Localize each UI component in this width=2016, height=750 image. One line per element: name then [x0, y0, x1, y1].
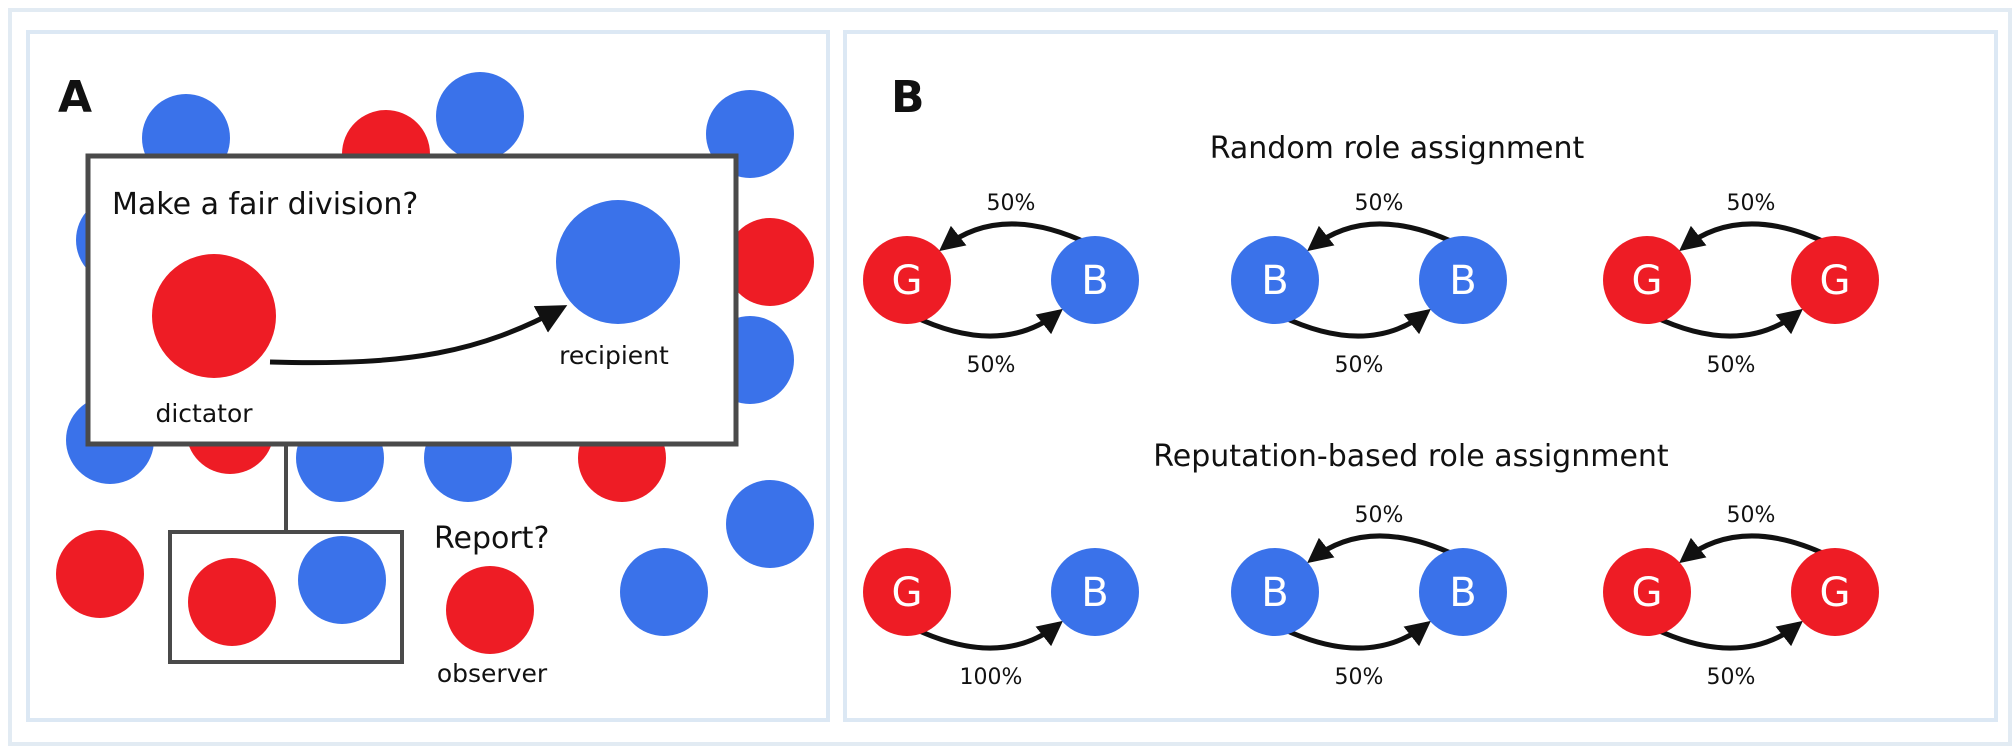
agent-circle [56, 530, 144, 618]
left-agent-node [1231, 236, 1319, 324]
agent-circle [436, 72, 524, 160]
top-percentage: 50% [1727, 503, 1776, 528]
right-agent-label: B [1449, 570, 1476, 616]
bottom-arrow [1279, 620, 1431, 651]
left-agent-node [863, 236, 951, 324]
left-agent-node [1603, 548, 1691, 636]
panel-b-letter: B [891, 72, 925, 123]
left-agent-label: G [892, 258, 923, 304]
observed-dictator-circle [188, 558, 276, 646]
bottom-arrow [911, 620, 1063, 651]
right-agent-node [1791, 548, 1879, 636]
right-agent-node [1051, 548, 1139, 636]
bottom-percentage: 50% [1335, 665, 1384, 690]
role-pair: 50% 50% B B [1231, 503, 1507, 690]
left-agent-label: G [1632, 570, 1663, 616]
reputation-assignment-title: Reputation-based role assignment [1153, 439, 1669, 474]
left-agent-label: G [1632, 258, 1663, 304]
bottom-percentage: 50% [967, 353, 1016, 378]
role-pair: 50% 50% G G [1603, 503, 1879, 690]
observed-recipient-circle [298, 536, 386, 624]
top-arrow [1679, 533, 1831, 564]
bottom-arrow [1651, 308, 1803, 339]
top-arrow [1679, 221, 1831, 252]
role-pair: 50% 50% B B [1231, 191, 1507, 378]
right-agent-node [1419, 548, 1507, 636]
left-agent-label: B [1261, 258, 1288, 304]
bottom-arrow [911, 308, 1063, 339]
bottom-arrow [1651, 620, 1803, 651]
observer-label: observer [437, 659, 548, 688]
agent-circle [726, 480, 814, 568]
right-agent-label: G [1820, 258, 1851, 304]
right-agent-label: B [1081, 570, 1108, 616]
top-arrow [939, 221, 1091, 252]
top-arrow [1307, 221, 1459, 252]
division-arrow [269, 305, 568, 366]
right-agent-node [1791, 236, 1879, 324]
dictator-label: dictator [155, 399, 253, 428]
left-agent-node [1231, 548, 1319, 636]
dictator-circle [152, 254, 276, 378]
question-title: Make a fair division? [112, 187, 418, 222]
left-agent-node [863, 548, 951, 636]
top-arrow [1307, 533, 1459, 564]
panel-a-letter: A [58, 72, 92, 123]
top-percentage: 50% [1355, 503, 1404, 528]
role-pair: 50% 50% G B [863, 191, 1139, 378]
top-percentage: 50% [987, 191, 1036, 216]
right-agent-node [1051, 236, 1139, 324]
agent-circle [620, 548, 708, 636]
bottom-arrow [1279, 308, 1431, 339]
observed-pair-box [168, 530, 404, 664]
bottom-percentage: 100% [960, 665, 1023, 690]
top-percentage: 50% [1355, 191, 1404, 216]
right-agent-label: G [1820, 570, 1851, 616]
bottom-percentage: 50% [1707, 353, 1756, 378]
panel-b: B Random role assignment Reputation-base… [843, 30, 1998, 722]
role-pair: 50% 50% G G [1603, 191, 1879, 378]
top-percentage: 50% [1727, 191, 1776, 216]
panel-a: A Make a fair division? dictator recipie… [26, 30, 830, 722]
bottom-percentage: 50% [1707, 665, 1756, 690]
agent-circle [726, 218, 814, 306]
panel-b-diagram: B Random role assignment Reputation-base… [863, 72, 1879, 690]
random-assignment-title: Random role assignment [1210, 131, 1585, 166]
left-agent-node [1603, 236, 1691, 324]
bottom-percentage: 50% [1335, 353, 1384, 378]
left-agent-label: B [1261, 570, 1288, 616]
right-agent-label: B [1081, 258, 1108, 304]
recipient-label: recipient [559, 341, 669, 370]
right-agent-node [1419, 236, 1507, 324]
observer-circle [446, 566, 534, 654]
role-pair: 100% G B [863, 548, 1139, 690]
recipient-circle [556, 200, 680, 324]
right-agent-label: B [1449, 258, 1476, 304]
panel-a-diagram: A Make a fair division? dictator recipie… [56, 72, 814, 688]
left-agent-label: G [892, 570, 923, 616]
report-label: Report? [434, 521, 549, 556]
